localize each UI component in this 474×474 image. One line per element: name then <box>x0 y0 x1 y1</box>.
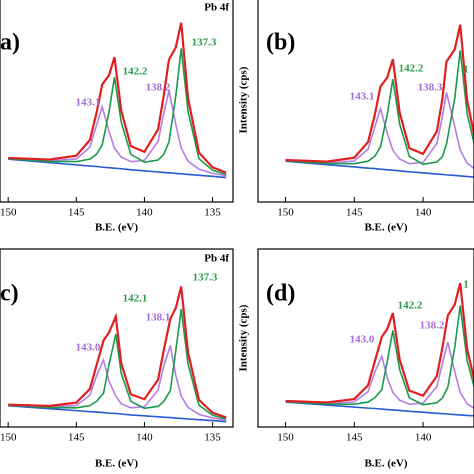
panel: 150 145 140 B.E. (eV) Intensity (cps) (d) 143.… <box>238 248 474 470</box>
plot-area <box>8 286 227 423</box>
peak-label: 1 <box>463 279 469 291</box>
x-axis-label: B.E. (eV) <box>364 458 407 470</box>
fit-curve <box>8 404 227 423</box>
fit-curve <box>285 160 474 178</box>
fit-curve <box>285 305 474 406</box>
peak-label: 142.2 <box>399 63 424 75</box>
x-tick-label: 150 <box>0 432 17 444</box>
fit-curve <box>285 24 474 163</box>
y-axis-label: Intensity (cps) <box>238 304 250 371</box>
fit-curve <box>285 282 474 404</box>
peak-label: 138.2 <box>420 320 445 332</box>
fit-curve <box>285 50 474 166</box>
peak-label: 142.1 <box>123 293 148 305</box>
panel: 150 145 140 135 B.E. (eV) a) Pb 4f 143.1 142.2 13… <box>0 0 234 234</box>
fit-curve <box>285 341 474 410</box>
peak-label: 142.2 <box>123 66 148 78</box>
x-tick-label: 150 <box>0 207 17 219</box>
panel-label: (b) <box>266 30 295 56</box>
panel: 150 145 140 135 B.E. (eV) c) Pb 4f 143.0 142.1 13… <box>0 248 234 470</box>
fit-curve <box>8 158 227 179</box>
x-tick-label: 145 <box>68 207 85 219</box>
peak-label: 137.3 <box>193 272 218 284</box>
peak-label: 143.0 <box>76 342 101 354</box>
plot-frame <box>0 0 234 203</box>
x-tick-label: 150 <box>277 432 294 444</box>
peak-label: 138.1 <box>146 312 171 324</box>
plot-frame <box>257 0 474 203</box>
panel: 150 145 140 B.E. (eV) Intensity (cps) (b) 143.… <box>238 0 474 234</box>
peak-label: 143.1 <box>76 97 101 109</box>
x-axis-label: B.E. (eV) <box>364 222 407 234</box>
peak-label: 143.0 <box>350 334 375 346</box>
x-tick-label: 145 <box>346 432 363 444</box>
peak-label: 138.2 <box>146 82 171 94</box>
x-tick-label: 140 <box>136 432 153 444</box>
x-tick-label: 135 <box>204 207 221 219</box>
x-tick-label: 135 <box>204 432 221 444</box>
x-tick-label: 140 <box>136 207 153 219</box>
fit-curve <box>8 286 227 419</box>
panel-label: (d) <box>266 281 295 307</box>
plot-area <box>8 22 227 179</box>
plot-frame <box>257 248 474 428</box>
x-tick-label: 140 <box>415 432 432 444</box>
x-axis-label: B.E. (eV) <box>95 458 138 470</box>
plot-area <box>285 24 474 178</box>
fit-curve <box>8 48 227 176</box>
plot-area <box>285 282 474 417</box>
fit-curve <box>8 308 227 420</box>
panel-title: Pb 4f <box>204 2 229 14</box>
x-tick-label: 145 <box>68 432 85 444</box>
x-tick-label: 140 <box>415 207 432 219</box>
x-tick-label: 145 <box>346 207 363 219</box>
fit-curve <box>285 92 474 170</box>
fit-curve <box>8 345 227 421</box>
peak-label: 1 <box>463 64 469 76</box>
peak-label: 137.3 <box>192 37 217 49</box>
fit-curve <box>8 22 227 174</box>
peak-label: 138.3 <box>418 82 443 94</box>
y-axis-label: Intensity (cps) <box>238 66 250 133</box>
peak-label: 142.2 <box>398 300 423 312</box>
fit-curve <box>285 401 474 417</box>
panel-title: Pb 4f <box>204 253 229 265</box>
panel-label: a) <box>0 30 20 56</box>
plot-frame <box>0 248 234 428</box>
peak-label: 143.1 <box>350 91 375 103</box>
x-axis-label: B.E. (eV) <box>95 222 138 234</box>
fit-curve <box>8 90 227 177</box>
x-tick-label: 150 <box>277 207 294 219</box>
panel-label: c) <box>0 281 19 307</box>
